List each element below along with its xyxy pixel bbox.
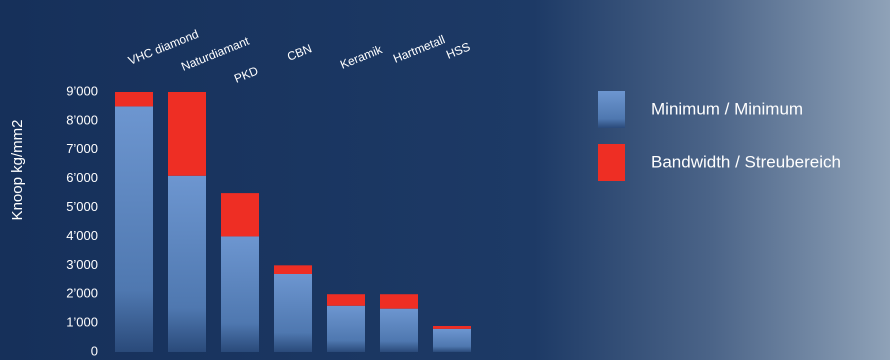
- bar-bandwidth: [274, 265, 312, 274]
- bar-minimum: [221, 236, 259, 352]
- y-tick-label: 9’000: [66, 83, 98, 98]
- bar-bandwidth: [221, 193, 259, 237]
- bar-minimum: [327, 305, 365, 352]
- bar-minimum: [274, 274, 312, 352]
- y-axis-label: Knoop kg/mm2: [9, 120, 26, 221]
- bar-bandwidth: [115, 92, 153, 107]
- bar-minimum: [380, 308, 418, 352]
- y-tick-label: 6’000: [66, 170, 98, 185]
- bar-bandwidth: [380, 294, 418, 309]
- legend-swatch: [598, 91, 625, 128]
- y-tick-label: 1’000: [66, 315, 98, 330]
- bar-bandwidth: [433, 326, 471, 329]
- y-tick-label: 4’000: [66, 228, 98, 243]
- y-tick-label: 2’000: [66, 286, 98, 301]
- y-tick-label: 7’000: [66, 141, 98, 156]
- bar-bandwidth: [168, 92, 206, 176]
- legend-label: Bandwidth / Streubereich: [651, 152, 841, 171]
- bar-minimum: [115, 106, 153, 352]
- y-tick-label: 5’000: [66, 199, 98, 214]
- y-tick-label: 0: [91, 343, 98, 358]
- y-tick-label: 8’000: [66, 112, 98, 127]
- y-tick-label: 3’000: [66, 257, 98, 272]
- bar-minimum: [433, 328, 471, 352]
- bar-bandwidth: [327, 294, 365, 306]
- legend-swatch: [598, 144, 625, 181]
- legend-label: Minimum / Minimum: [651, 99, 803, 118]
- bar-minimum: [168, 175, 206, 352]
